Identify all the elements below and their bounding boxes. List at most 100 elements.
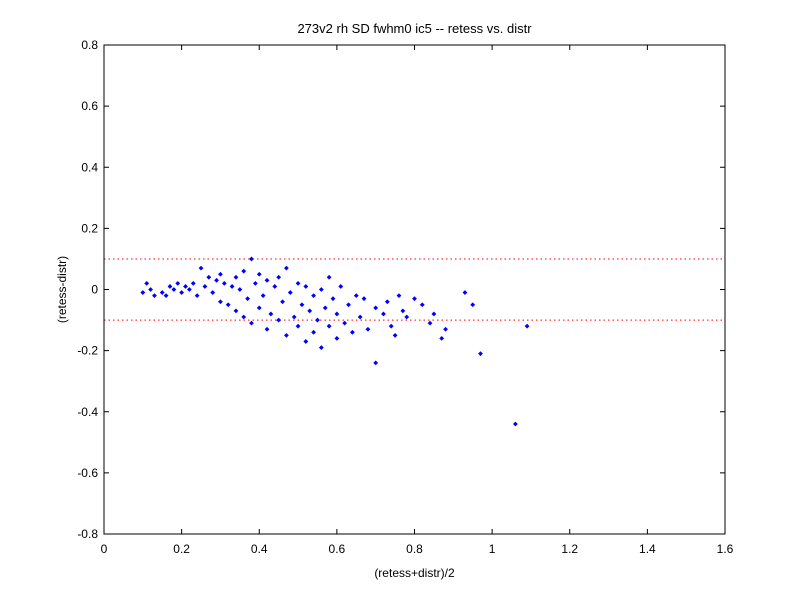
y-axis-ticks: -0.8 -0.6 -0.4 -0.2 0 0.2 0.4 0.6 0.8 bbox=[77, 38, 725, 541]
data-point bbox=[144, 280, 150, 286]
data-point bbox=[241, 268, 247, 274]
plot-frame bbox=[103, 44, 726, 535]
data-point bbox=[307, 308, 313, 314]
x-tick-label: 0 bbox=[101, 542, 108, 556]
data-point bbox=[470, 302, 476, 308]
data-point bbox=[256, 305, 262, 311]
reference-lines bbox=[104, 258, 725, 321]
data-point bbox=[431, 311, 437, 317]
chart-title: 273v2 rh SD fwhm0 ic5 -- retess vs. dist… bbox=[297, 21, 532, 36]
data-point bbox=[284, 332, 289, 338]
data-point bbox=[237, 287, 243, 292]
data-point bbox=[396, 293, 402, 299]
data-point bbox=[334, 336, 340, 341]
data-point bbox=[412, 296, 417, 302]
data-point bbox=[183, 284, 188, 289]
y-tick-label: 0 bbox=[91, 283, 98, 297]
data-point bbox=[284, 265, 289, 271]
data-point bbox=[287, 290, 293, 295]
data-point bbox=[400, 308, 406, 314]
data-point bbox=[229, 284, 235, 289]
data-point bbox=[334, 311, 340, 317]
x-tick-label: 0.4 bbox=[251, 542, 268, 556]
data-point bbox=[326, 323, 332, 329]
data-point bbox=[249, 256, 254, 262]
data-point bbox=[256, 271, 262, 277]
data-point bbox=[303, 339, 309, 344]
data-point bbox=[353, 293, 359, 299]
data-point bbox=[159, 290, 165, 295]
x-tick-label: 0.8 bbox=[406, 542, 423, 556]
data-point bbox=[392, 332, 398, 338]
data-point bbox=[276, 317, 282, 323]
data-point bbox=[513, 421, 518, 427]
y-tick-label: 0.6 bbox=[81, 99, 98, 113]
data-point bbox=[264, 277, 270, 283]
data-point bbox=[419, 302, 425, 308]
x-axis-ticks: 0 0.2 0.4 0.6 0.8 1 1.2 1.4 1.6 bbox=[101, 45, 734, 556]
data-point bbox=[152, 293, 157, 299]
data-points bbox=[140, 256, 530, 427]
data-point bbox=[350, 329, 355, 335]
data-point bbox=[171, 287, 177, 292]
y-tick-label: 0.8 bbox=[81, 38, 98, 52]
y-tick-label: -0.6 bbox=[77, 466, 98, 480]
x-tick-label: 0.2 bbox=[173, 542, 190, 556]
data-point bbox=[346, 302, 351, 308]
data-point bbox=[163, 293, 169, 299]
x-tick-label: 1.2 bbox=[561, 542, 578, 556]
data-point bbox=[342, 320, 348, 326]
data-point bbox=[194, 293, 200, 299]
data-point bbox=[462, 290, 468, 295]
y-tick-label: -0.8 bbox=[77, 527, 98, 541]
data-point bbox=[478, 351, 483, 357]
y-axis-label: (retess-distr) bbox=[55, 256, 69, 323]
data-point bbox=[140, 290, 146, 295]
data-point bbox=[221, 280, 227, 286]
data-point bbox=[280, 299, 285, 305]
data-point bbox=[381, 311, 386, 317]
data-point bbox=[357, 314, 363, 320]
y-tick-label: 0.4 bbox=[81, 160, 98, 174]
data-point bbox=[524, 323, 530, 329]
data-point bbox=[318, 287, 324, 292]
data-point bbox=[330, 296, 336, 302]
x-axis-label: (retess+distr)/2 bbox=[374, 566, 455, 580]
data-point bbox=[291, 314, 297, 320]
data-point bbox=[361, 296, 367, 302]
data-point bbox=[268, 311, 274, 317]
data-point bbox=[318, 345, 324, 350]
x-tick-label: 1 bbox=[489, 542, 496, 556]
data-point bbox=[249, 320, 254, 326]
data-point bbox=[218, 299, 223, 305]
data-point bbox=[245, 296, 251, 302]
data-point bbox=[260, 293, 266, 299]
x-tick-label: 0.6 bbox=[329, 542, 346, 556]
data-point bbox=[315, 317, 320, 323]
data-point bbox=[210, 290, 216, 295]
x-tick-label: 1.4 bbox=[639, 542, 656, 556]
data-point bbox=[214, 277, 219, 283]
data-point bbox=[311, 329, 316, 335]
data-point bbox=[311, 293, 316, 299]
data-point bbox=[295, 323, 301, 329]
y-tick-label: -0.4 bbox=[77, 405, 98, 419]
data-point bbox=[186, 287, 192, 292]
data-point bbox=[365, 326, 371, 332]
data-point bbox=[202, 284, 208, 289]
data-point bbox=[427, 320, 433, 326]
data-point bbox=[338, 284, 344, 289]
data-point bbox=[252, 280, 258, 286]
data-point bbox=[218, 271, 223, 277]
data-point bbox=[190, 280, 196, 286]
data-point bbox=[206, 274, 212, 280]
data-point bbox=[264, 326, 270, 332]
data-point bbox=[326, 274, 332, 280]
y-tick-label: 0.2 bbox=[81, 221, 98, 235]
data-point bbox=[295, 280, 301, 286]
data-point bbox=[404, 314, 410, 320]
data-point bbox=[373, 305, 379, 311]
data-point bbox=[175, 280, 181, 286]
x-tick-label: 1.6 bbox=[717, 542, 734, 556]
